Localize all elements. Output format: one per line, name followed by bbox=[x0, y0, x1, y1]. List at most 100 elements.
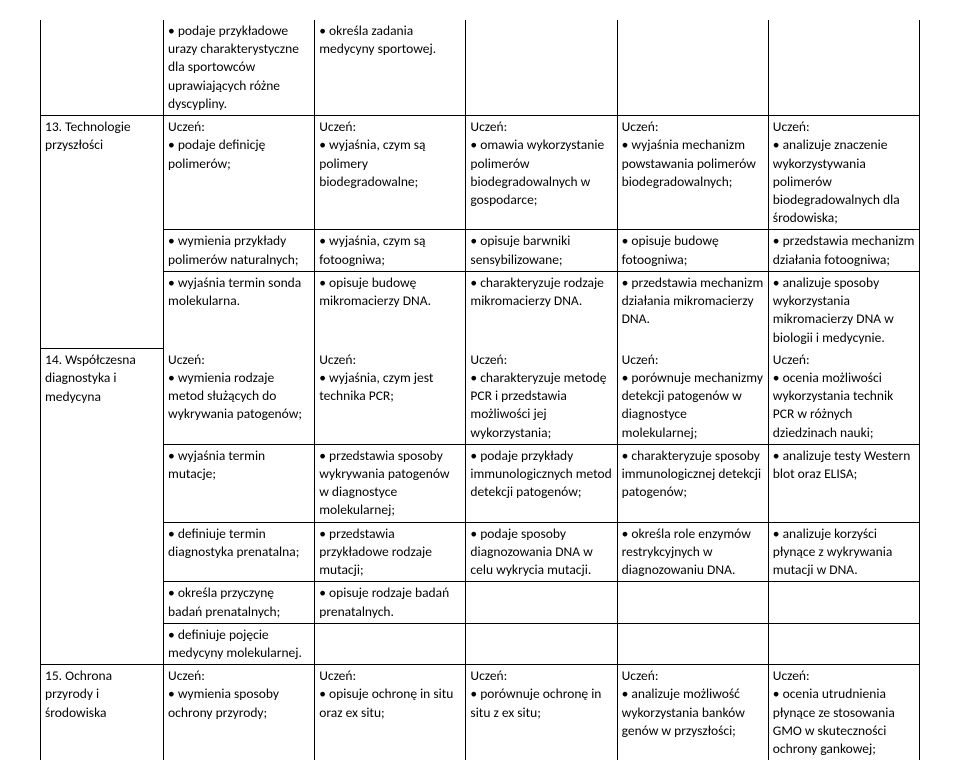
head: Uczeń: bbox=[168, 351, 205, 368]
cell: Uczeń:analizuje możliwość wykorzystania … bbox=[617, 665, 768, 761]
cell: wyjaśnia termin sonda molekularna. bbox=[164, 271, 315, 348]
cell: charakteryzuje sposoby immunologicznej d… bbox=[617, 444, 768, 522]
cell: analizuje testy Western blot oraz ELISA; bbox=[768, 444, 919, 522]
head: Uczeń: bbox=[319, 118, 356, 135]
cell bbox=[466, 582, 617, 623]
cell: Uczeń:podaje definicję polimerów; bbox=[164, 116, 315, 230]
cell: Uczeń:wymienia sposoby ochrony przyrody; bbox=[164, 665, 315, 761]
item: wyjaśnia, czym jest technika PCR; bbox=[319, 369, 461, 405]
cell: Uczeń:ocenia możliwości wykorzystania te… bbox=[768, 349, 919, 445]
row-13-g3: wyjaśnia termin sonda molekularna. opisu… bbox=[41, 271, 920, 348]
item: określa role enzymów restrykcyjnych w di… bbox=[622, 525, 764, 580]
cell: Uczeń:charakteryzuje metodę PCR i przeds… bbox=[466, 349, 617, 445]
cell: określa zadania medycyny sportowej. bbox=[315, 20, 466, 116]
head: Uczeń: bbox=[319, 351, 356, 368]
row-13-g2: wymienia przykłady polimerów naturalnych… bbox=[41, 230, 920, 271]
cell: Uczeń:wyjaśnia, czym jest technika PCR; bbox=[315, 349, 466, 445]
row-14-g2: wyjaśnia termin mutacje; przedstawia spo… bbox=[41, 444, 920, 522]
head: Uczeń: bbox=[622, 351, 659, 368]
cell: Uczeń:omawia wykorzystanie polimerów bio… bbox=[466, 116, 617, 230]
item: opisuje budowę fotoogniwa; bbox=[622, 232, 764, 268]
cell: Uczeń:wymienia rodzaje metod służących d… bbox=[164, 349, 315, 445]
head: Uczeń: bbox=[622, 118, 659, 135]
item: ocenia możliwości wykorzystania technik … bbox=[773, 369, 915, 442]
head: Uczeń: bbox=[773, 667, 810, 684]
item: analizuje korzyści płynące z wykrywania … bbox=[773, 525, 915, 580]
item: analizuje sposoby wykorzystania mikromac… bbox=[773, 274, 915, 347]
item: definiuje termin diagnostyka prenatalna; bbox=[168, 525, 310, 561]
row-14-g5: definiuje pojęcie medycyny molekularnej. bbox=[41, 623, 920, 664]
item: wyjaśnia, czym są polimery biodegradowal… bbox=[319, 136, 461, 191]
cell: podaje sposoby diagnozowania DNA w celu … bbox=[466, 522, 617, 582]
row-14-g3: definiuje termin diagnostyka prenatalna;… bbox=[41, 522, 920, 582]
cell: opisuje budowę mikromacierzy DNA. bbox=[315, 271, 466, 348]
item: porównuje mechanizmy detekcji patogenów … bbox=[622, 369, 764, 442]
label-14: 14. Współczesna diagnostyka i medycyna bbox=[41, 349, 164, 665]
cell: analizuje korzyści płynące z wykrywania … bbox=[768, 522, 919, 582]
item: opisuje budowę mikromacierzy DNA. bbox=[319, 274, 461, 310]
head: Uczeń: bbox=[773, 351, 810, 368]
cell: opisuje rodzaje badań prenatalnych. bbox=[315, 582, 466, 623]
item: analizuje testy Western blot oraz ELISA; bbox=[773, 447, 915, 483]
head: Uczeń: bbox=[168, 667, 205, 684]
item: analizuje znaczenie wykorzystywania poli… bbox=[773, 136, 915, 227]
item: charakteryzuje rodzaje mikromacierzy DNA… bbox=[470, 274, 612, 310]
item: opisuje rodzaje badań prenatalnych. bbox=[319, 584, 461, 620]
head: Uczeń: bbox=[470, 351, 507, 368]
cell bbox=[768, 20, 919, 116]
cell: Uczeń:wyjaśnia, czym są polimery biodegr… bbox=[315, 116, 466, 230]
cell: podaje przykładowe urazy charakterystycz… bbox=[164, 20, 315, 116]
cell: Uczeń:opisuje ochronę in situ oraz ex si… bbox=[315, 665, 466, 761]
cell: przedstawia przykładowe rodzaje mutacji; bbox=[315, 522, 466, 582]
cell: charakteryzuje rodzaje mikromacierzy DNA… bbox=[466, 271, 617, 348]
item: wymienia rodzaje metod służących do wykr… bbox=[168, 369, 310, 424]
cell bbox=[768, 582, 919, 623]
head: Uczeń: bbox=[470, 118, 507, 135]
cell bbox=[315, 623, 466, 664]
cell bbox=[466, 20, 617, 116]
cell: wyjaśnia, czym są fotoogniwa; bbox=[315, 230, 466, 271]
cell: definiuje pojęcie medycyny molekularnej. bbox=[164, 623, 315, 664]
cell: analizuje sposoby wykorzystania mikromac… bbox=[768, 271, 919, 348]
item: wyjaśnia, czym są fotoogniwa; bbox=[319, 232, 461, 268]
cell: określa przyczynę badań prenatalnych; bbox=[164, 582, 315, 623]
cell: Uczeń:porównuje ochronę in situ z ex sit… bbox=[466, 665, 617, 761]
item: określa zadania medycyny sportowej. bbox=[319, 22, 461, 58]
cell bbox=[768, 623, 919, 664]
item: ocenia utrudnienia płynące ze stosowania… bbox=[773, 685, 915, 758]
label-15: 15. Ochrona przyrody i środowiska bbox=[41, 665, 164, 761]
item: wyjaśnia termin sonda molekularna. bbox=[168, 274, 310, 310]
item: przedstawia sposoby wykrywania patogenów… bbox=[319, 447, 461, 520]
cell: wyjaśnia termin mutacje; bbox=[164, 444, 315, 522]
item: omawia wykorzystanie polimerów biodegrad… bbox=[470, 136, 612, 209]
item: analizuje możliwość wykorzystania banków… bbox=[622, 685, 764, 740]
cell: Uczeń:ocenia utrudnienia płynące ze stos… bbox=[768, 665, 919, 761]
cell: definiuje termin diagnostyka prenatalna; bbox=[164, 522, 315, 582]
cell bbox=[617, 20, 768, 116]
item: podaje przykładowe urazy charakterystycz… bbox=[168, 22, 310, 113]
item: podaje definicję polimerów; bbox=[168, 136, 310, 172]
row-continuation: podaje przykładowe urazy charakterystycz… bbox=[41, 20, 920, 116]
cell bbox=[617, 623, 768, 664]
item: przedstawia mechanizm działania fotoogni… bbox=[773, 232, 915, 268]
cell: przedstawia mechanizm działania mikromac… bbox=[617, 271, 768, 348]
row-14-g1: 14. Współczesna diagnostyka i medycyna U… bbox=[41, 349, 920, 445]
item: wymienia przykłady polimerów naturalnych… bbox=[168, 232, 310, 268]
cell: przedstawia mechanizm działania fotoogni… bbox=[768, 230, 919, 271]
curriculum-table: podaje przykładowe urazy charakterystycz… bbox=[40, 20, 920, 760]
cell: opisuje barwniki sensybilizowane; bbox=[466, 230, 617, 271]
item: wyjaśnia mechanizm powstawania polimerów… bbox=[622, 136, 764, 191]
cell bbox=[617, 582, 768, 623]
cell: wymienia przykłady polimerów naturalnych… bbox=[164, 230, 315, 271]
head: Uczeń: bbox=[470, 667, 507, 684]
head: Uczeń: bbox=[773, 118, 810, 135]
item: porównuje ochronę in situ z ex situ; bbox=[470, 685, 612, 721]
row-15-g1: 15. Ochrona przyrody i środowiska Uczeń:… bbox=[41, 665, 920, 761]
item: opisuje ochronę in situ oraz ex situ; bbox=[319, 685, 461, 721]
item: charakteryzuje sposoby immunologicznej d… bbox=[622, 447, 764, 502]
cell: Uczeń:porównuje mechanizmy detekcji pato… bbox=[617, 349, 768, 445]
head: Uczeń: bbox=[319, 667, 356, 684]
item: podaje sposoby diagnozowania DNA w celu … bbox=[470, 525, 612, 580]
item: opisuje barwniki sensybilizowane; bbox=[470, 232, 612, 268]
cell: przedstawia sposoby wykrywania patogenów… bbox=[315, 444, 466, 522]
